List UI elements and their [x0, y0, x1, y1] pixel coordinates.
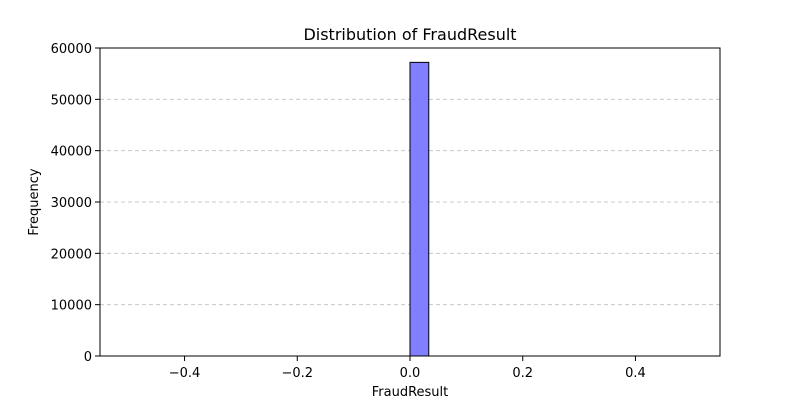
y-tick-label: 10000: [51, 299, 92, 314]
x-tick-label: −0.4: [169, 366, 201, 381]
y-tick-label: 60000: [51, 42, 92, 57]
x-axis-ticks: −0.4 −0.2 0.0 0.2 0.4: [169, 356, 646, 381]
x-tick-label: −0.2: [281, 366, 313, 381]
y-tick-label: 50000: [51, 93, 92, 108]
y-tick-label: 0: [84, 350, 92, 365]
x-axis-label: FraudResult: [372, 385, 449, 400]
bars: [409, 61, 430, 357]
x-tick-label: 0.0: [400, 366, 421, 381]
y-tick-label: 30000: [51, 196, 92, 211]
x-tick-label: 0.4: [625, 366, 646, 381]
y-tick-label: 40000: [51, 145, 92, 160]
x-tick-label: 0.2: [512, 366, 533, 381]
y-axis-label: Frequency: [27, 168, 42, 235]
y-tick-label: 20000: [51, 247, 92, 262]
chart-title: Distribution of FraudResult: [303, 25, 516, 44]
histogram-bar: [409, 61, 430, 357]
y-axis-ticks: 0 10000 20000 30000 40000 50000 60000: [51, 42, 100, 365]
